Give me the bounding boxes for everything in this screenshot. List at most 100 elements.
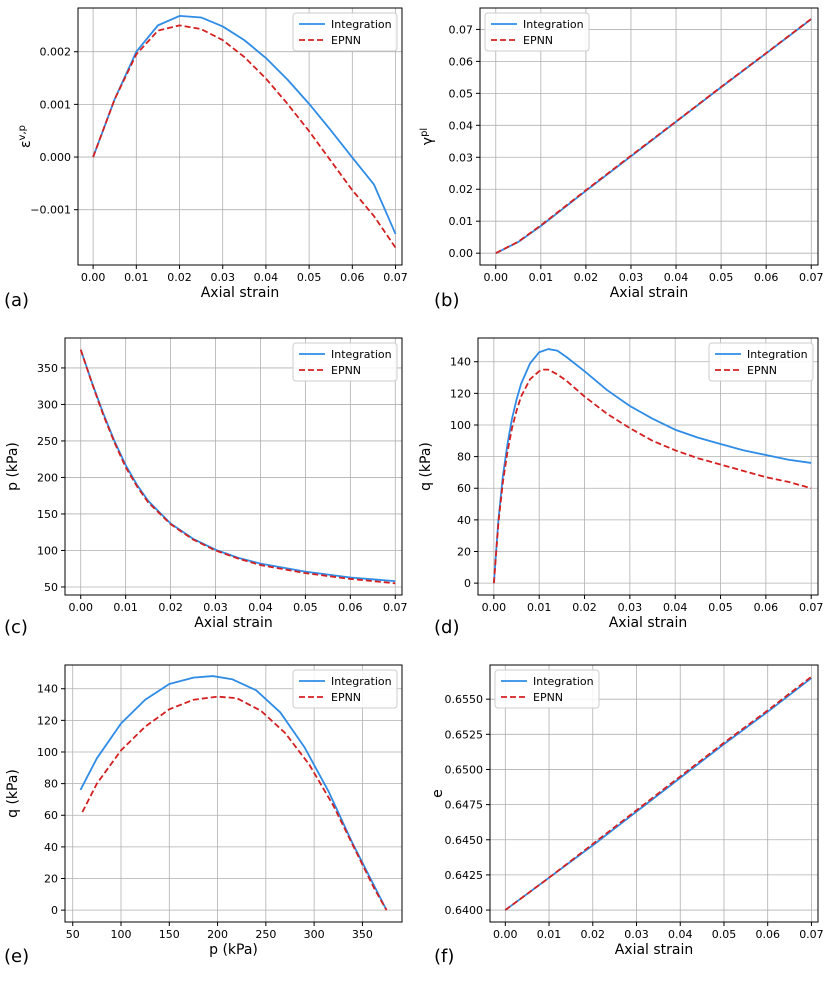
series-line-integration — [492, 348, 812, 584]
series-line-integration — [79, 349, 396, 583]
series-line-epnn — [79, 349, 396, 585]
x-tick-label: 200 — [207, 928, 228, 941]
chart-panel-4: 0.00 0.01 0.02 0.03 0.04 0.05 0.06 0.07 0 20 40 60 8… — [418, 337, 824, 638]
x-tick-label: 0.03 — [203, 601, 228, 614]
legend: Integration EPNN — [292, 342, 398, 382]
x-tick-label: 0.01 — [124, 271, 149, 284]
y-tick-label: 0.03 — [449, 151, 474, 164]
y-tick-label: 0.01 — [449, 215, 474, 228]
legend: Integration EPNN — [494, 669, 600, 709]
y-tick-label: 0.6500 — [445, 763, 484, 776]
y-axis-label: q (kPa) — [5, 769, 21, 818]
x-tick-label: 0.01 — [527, 601, 552, 614]
y-axis-label: p (kPa) — [5, 442, 21, 491]
x-tick-label: 0.00 — [482, 601, 507, 614]
legend-entry: Integration — [331, 18, 392, 31]
y-tick-label: 0.000 — [40, 151, 72, 164]
axes-frame — [489, 664, 819, 923]
panel-label: (f) — [434, 946, 454, 967]
y-tick-label: 0.06 — [449, 55, 474, 68]
y-tick-label: −0.001 — [30, 204, 71, 217]
chart-panel-2: 0.00 0.01 0.02 0.03 0.04 0.05 0.06 0.07 0.00 0.01… — [419, 7, 824, 311]
axes-frame — [477, 337, 819, 596]
x-tick-label: 250 — [255, 928, 276, 941]
y-axis-label: γpl — [419, 128, 436, 145]
y-tick-label: 100 — [450, 419, 471, 432]
y-tick-label: 0.05 — [449, 87, 474, 100]
y-tick-label: 0.6550 — [445, 693, 484, 706]
legend-entry: EPNN — [523, 34, 553, 47]
x-tick-label: 0.03 — [619, 271, 644, 284]
x-tick-label: 100 — [111, 928, 132, 941]
y-tick-label: 20 — [44, 873, 58, 886]
chart-panel-6: 0.00 0.01 0.02 0.03 0.04 0.05 0.06 0.07 0.6400 0.… — [430, 664, 824, 967]
x-tick-label: 350 — [352, 928, 373, 941]
legend: Integration EPNN — [708, 342, 814, 382]
x-tick-label: 0.07 — [799, 271, 824, 284]
y-tick-label: 0 — [464, 577, 471, 590]
legend-entry: EPNN — [331, 34, 361, 47]
x-tick-label: 0.00 — [68, 601, 93, 614]
y-tick-label: 0.001 — [40, 98, 72, 111]
y-tick-label: 120 — [37, 714, 58, 727]
y-tick-label: 0.6400 — [445, 904, 484, 917]
x-tick-label: 0.06 — [338, 601, 363, 614]
legend-entry: Integration — [747, 348, 808, 361]
y-tick-label: 140 — [450, 356, 471, 369]
x-axis-label: Axial strain — [615, 942, 694, 958]
legend-entry: EPNN — [331, 364, 361, 377]
x-tick-label: 0.06 — [754, 601, 779, 614]
x-tick-label: 0.07 — [799, 928, 824, 941]
legend-entry: EPNN — [747, 364, 777, 377]
x-tick-label: 0.00 — [81, 271, 106, 284]
x-tick-label: 0.03 — [210, 271, 235, 284]
y-tick-label: 40 — [457, 514, 471, 527]
x-tick-label: 0.05 — [297, 271, 322, 284]
y-tick-label: 0.002 — [40, 46, 72, 59]
legend-entry: Integration — [533, 675, 594, 688]
y-tick-label: 350 — [37, 362, 58, 375]
x-tick-label: 0.02 — [572, 601, 597, 614]
x-tick-label: 0.05 — [709, 271, 734, 284]
y-tick-label: 0.02 — [449, 183, 474, 196]
series-line-integration — [79, 675, 388, 911]
y-tick-label: 40 — [44, 841, 58, 854]
series-line-epnn — [504, 675, 812, 911]
panel-label: (c) — [4, 617, 28, 638]
y-tick-label: 200 — [37, 471, 58, 484]
series-line-epnn — [495, 18, 812, 254]
x-tick-label: 0.00 — [484, 271, 509, 284]
y-tick-label: 80 — [44, 778, 58, 791]
y-tick-label: 0.04 — [449, 119, 474, 132]
y-tick-label: 20 — [457, 546, 471, 559]
legend-entry: Integration — [331, 675, 392, 688]
legend-entry: EPNN — [533, 691, 563, 704]
x-axis-label: Axial strain — [201, 285, 280, 301]
y-tick-label: 0.6475 — [445, 799, 484, 812]
x-tick-label: 0.02 — [574, 271, 599, 284]
x-tick-label: 150 — [159, 928, 180, 941]
y-tick-label: 140 — [37, 683, 58, 696]
x-tick-label: 0.04 — [668, 928, 693, 941]
y-tick-label: 60 — [457, 482, 471, 495]
legend: Integration EPNN — [292, 12, 398, 52]
series-line-epnn — [492, 368, 812, 584]
x-tick-label: 0.03 — [618, 601, 643, 614]
y-tick-label: 60 — [44, 809, 58, 822]
x-tick-label: 0.04 — [254, 271, 279, 284]
panel-label: (e) — [4, 946, 29, 967]
x-tick-label: 0.00 — [493, 928, 518, 941]
y-tick-label: 0.07 — [449, 23, 474, 36]
y-tick-label: 0.6425 — [445, 869, 484, 882]
series-line-epnn — [92, 24, 397, 249]
axes-frame — [64, 337, 403, 596]
x-tick-label: 0.02 — [158, 601, 183, 614]
panel-label: (b) — [434, 290, 459, 311]
x-tick-label: 0.02 — [167, 271, 192, 284]
x-tick-label: 0.07 — [799, 601, 824, 614]
legend: Integration EPNN — [484, 12, 590, 52]
x-tick-label: 0.06 — [754, 271, 779, 284]
y-tick-label: 0.00 — [449, 247, 474, 260]
x-tick-label: 0.05 — [708, 601, 733, 614]
